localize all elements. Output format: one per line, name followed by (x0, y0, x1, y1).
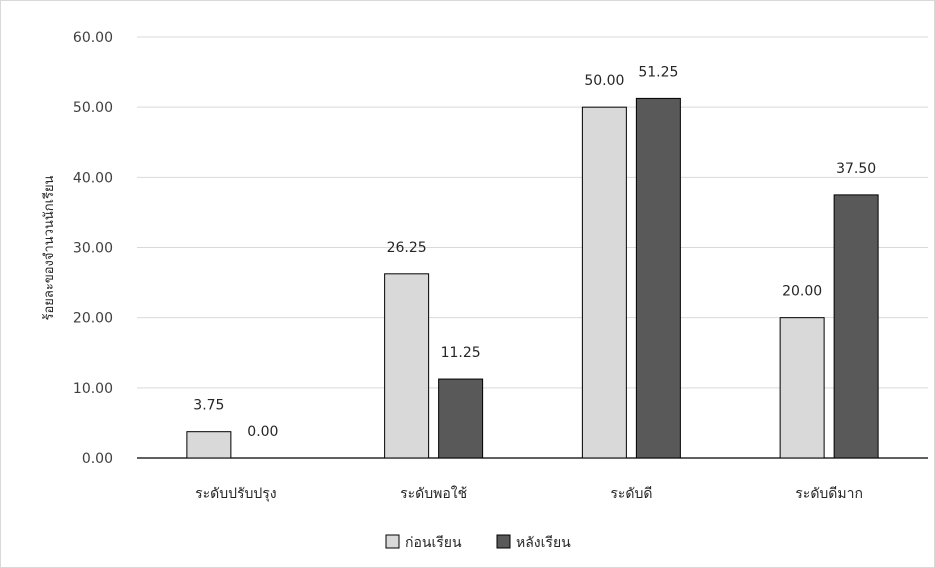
legend-label: หลังเรียน (516, 535, 571, 551)
data-label: 11.25 (441, 345, 481, 361)
bars (186, 97, 879, 459)
y-tick-label: 10.00 (73, 381, 113, 397)
bar (186, 431, 232, 459)
y-tick-label: 20.00 (73, 311, 113, 327)
data-label: 50.00 (584, 73, 624, 89)
legend: ก่อนเรียน หลังเรียน (385, 534, 571, 551)
data-label: 51.25 (638, 64, 678, 80)
data-labels: 3.75 0.00 26.25 11.25 50.00 51.25 20.00 37.50 (193, 64, 876, 440)
category-labels: ระดับปรับปรุง ระดับพอใช้ ระดับดี ระดับดีมาก (195, 485, 863, 502)
bar (635, 97, 681, 459)
y-tick-label: 0.00 (82, 451, 113, 467)
y-axis-title: ร้อยละของจำนวนนักเรียน (41, 175, 57, 320)
legend-swatch (385, 534, 400, 549)
y-tick-label: 50.00 (73, 100, 113, 116)
data-label: 3.75 (193, 398, 224, 414)
bar (384, 273, 430, 459)
category-label: ระดับปรับปรุง (195, 486, 277, 502)
y-tick-label: 40.00 (73, 170, 113, 186)
data-label: 26.25 (387, 240, 427, 256)
y-tick-labels: 0.00 10.00 20.00 30.00 40.00 50.00 60.00 (73, 30, 113, 467)
y-tick-label: 30.00 (73, 241, 113, 257)
bar (779, 317, 825, 459)
legend-swatch (496, 534, 511, 549)
category-label: ระดับดีมาก (795, 486, 863, 502)
data-label: 20.00 (782, 284, 822, 300)
category-label: ระดับพอใช้ (400, 485, 467, 502)
bar (581, 106, 627, 459)
y-tick-label: 60.00 (73, 30, 113, 46)
data-label: 0.00 (247, 424, 278, 440)
category-label: ระดับดี (610, 486, 652, 502)
bar (438, 378, 484, 459)
bar (833, 194, 879, 459)
data-label: 37.50 (836, 161, 876, 177)
legend-label: ก่อนเรียน (405, 535, 462, 551)
